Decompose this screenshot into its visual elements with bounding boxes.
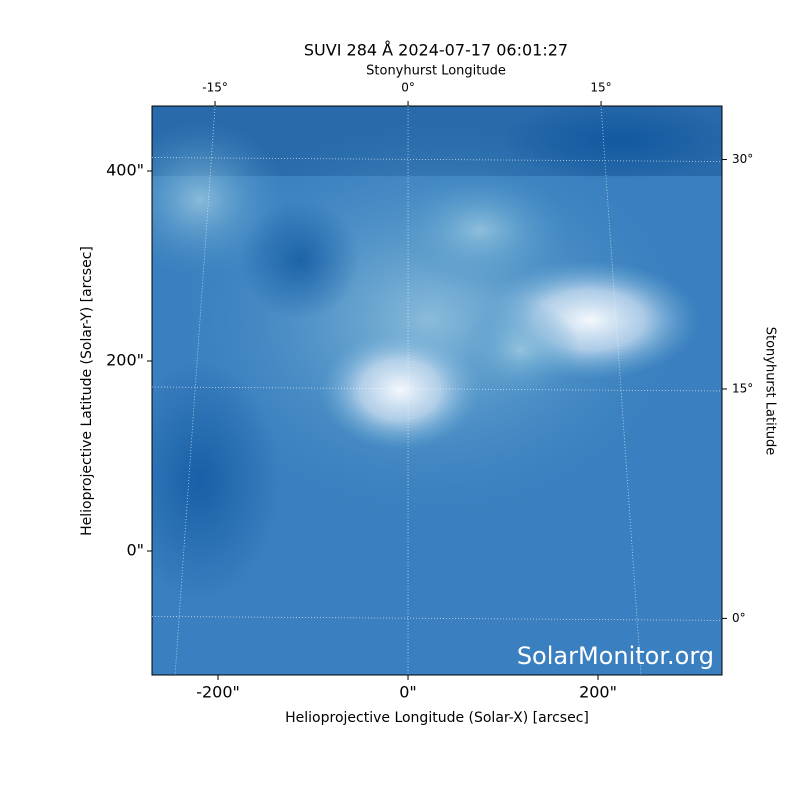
y-tick-label: 0" (126, 541, 144, 560)
x2-axis-label: Stonyhurst Longitude (366, 64, 506, 79)
x-tick-label: 0" (399, 683, 417, 702)
x2-tick-label: 15° (590, 81, 611, 95)
grid-line (174, 105, 216, 676)
grid-line (151, 157, 723, 162)
grid-line (151, 386, 723, 392)
x2-tick-label: 0° (401, 81, 415, 95)
y-axis-label: Helioprojective Latitude (Solar-Y) [arcs… (79, 246, 95, 536)
plot-frame (151, 105, 723, 676)
grid-line (151, 616, 723, 621)
grid-line (600, 105, 642, 676)
chart-title: SUVI 284 Å 2024-07-17 06:01:27 (304, 41, 568, 60)
x-tick-label: 200" (579, 683, 617, 702)
y2-tick-label: 30° (732, 152, 753, 166)
watermark: SolarMonitor.org (517, 642, 714, 670)
y2-tick-label: 0° (732, 611, 746, 625)
y2-tick-label: 15° (732, 381, 753, 395)
y-tick-label: 200" (106, 351, 144, 370)
x-axis-label: Helioprojective Longitude (Solar-X) [arc… (285, 710, 589, 726)
solar-image (152, 106, 722, 675)
x2-tick-label: -15° (202, 81, 228, 95)
y2-axis-label: Stonyhurst Latitude (763, 327, 778, 456)
y-tick-label: 400" (106, 160, 144, 179)
x-tick-label: -200" (196, 683, 240, 702)
